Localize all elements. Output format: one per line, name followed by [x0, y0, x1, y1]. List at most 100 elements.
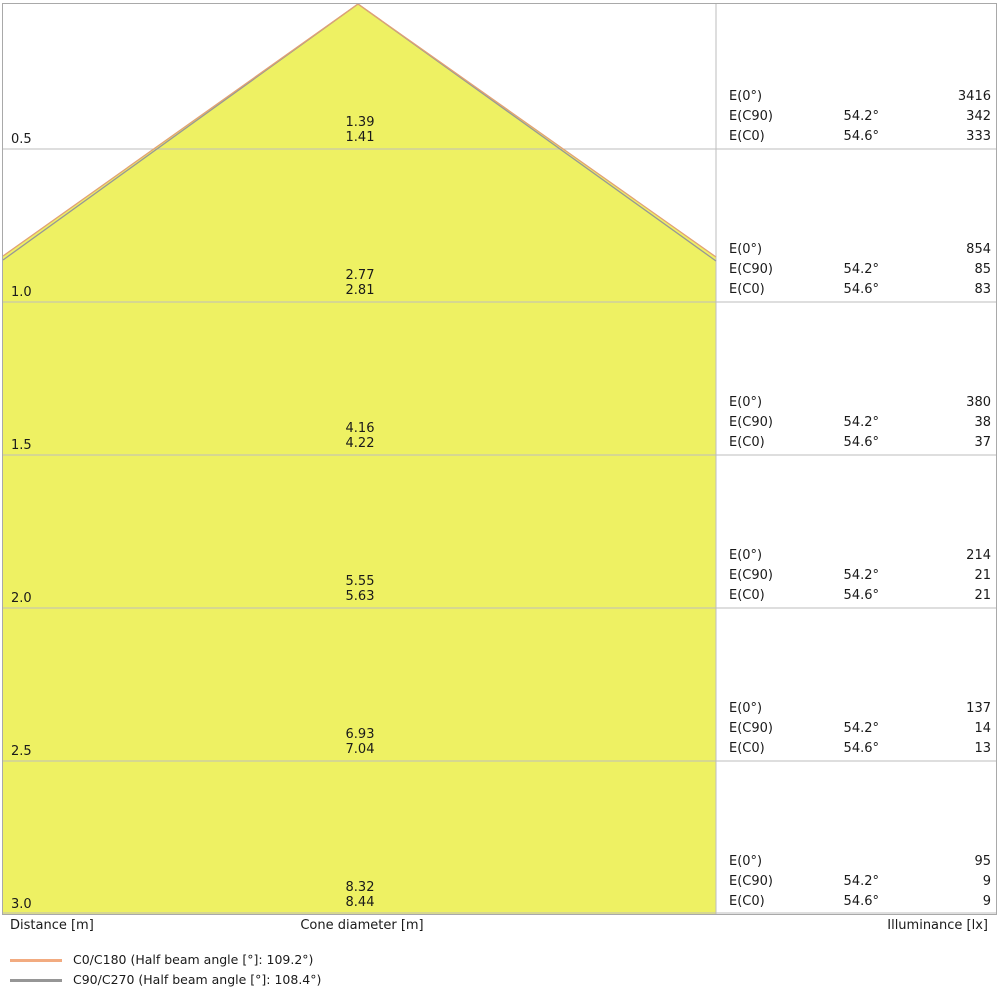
cone-diameter-values: 5.55 5.63 [315, 574, 405, 604]
ec0-label: E(C0) [729, 129, 765, 144]
e0-value: 214 [966, 548, 991, 563]
cone-diameter-c90: 6.93 [345, 727, 375, 742]
ec90-value: 14 [974, 721, 991, 736]
ec0-angle: 54.6° [843, 282, 879, 297]
e0-value: 95 [974, 854, 991, 869]
illuminance-block: E(0°) 854 E(C90) 54.2° 85 E(C0) 54.6° 83 [729, 240, 991, 300]
ec0-label: E(C0) [729, 894, 765, 909]
ec90-value: 38 [974, 415, 991, 430]
x-axis-title-distance: Distance [m] [10, 918, 94, 933]
e0-label: E(0°) [729, 395, 763, 410]
c0-beam-line [3, 4, 717, 258]
distance-label: 1.5 [11, 438, 32, 453]
ec0-line: E(C0) 54.6° 13 [729, 739, 991, 759]
e0-line: E(0°) 3416 [729, 87, 991, 107]
cone-diameter-values: 4.16 4.22 [315, 421, 405, 451]
cone-diameter-c90: 1.39 [345, 115, 375, 130]
distance-label: 1.0 [11, 285, 32, 300]
distance-label: 2.0 [11, 591, 32, 606]
ec0-angle: 54.6° [843, 435, 879, 450]
illuminance-block: E(0°) 137 E(C90) 54.2° 14 E(C0) 54.6° 13 [729, 699, 991, 759]
ec90-angle: 54.2° [843, 874, 879, 889]
ec90-label: E(C90) [729, 568, 773, 583]
cone-diameter-values: 1.39 1.41 [315, 115, 405, 145]
c0-line-swatch-icon [10, 958, 62, 962]
cone-diameter-c0: 7.04 [345, 742, 375, 757]
ec0-line: E(C0) 54.6° 21 [729, 586, 991, 606]
ec90-label: E(C90) [729, 721, 773, 736]
legend-label: C0/C180 (Half beam angle [°]: 109.2°) [73, 952, 314, 967]
ec0-angle: 54.6° [843, 894, 879, 909]
ec0-line: E(C0) 54.6° 333 [729, 127, 991, 147]
axis-title-illuminance: Illuminance [lx] [887, 918, 988, 933]
cone-diameter-c0: 4.22 [345, 436, 375, 451]
e0-line: E(0°) 137 [729, 699, 991, 719]
cone-diameter-c90: 2.77 [345, 268, 375, 283]
ec0-value: 21 [974, 588, 991, 603]
ec90-angle: 54.2° [843, 721, 879, 736]
distance-label: 0.5 [11, 132, 32, 147]
ec90-value: 9 [982, 874, 991, 889]
ec0-value: 83 [974, 282, 991, 297]
ec90-angle: 54.2° [843, 568, 879, 583]
axis-title-cone-diameter: Cone diameter [m] [300, 918, 424, 933]
cone-diameter-values: 2.77 2.81 [315, 268, 405, 298]
cone-diameter-c0: 8.44 [345, 895, 375, 910]
ec90-line: E(C90) 54.2° 38 [729, 413, 991, 433]
ec90-line: E(C90) 54.2° 21 [729, 566, 991, 586]
ec90-value: 342 [966, 109, 991, 124]
ec90-angle: 54.2° [843, 109, 879, 124]
e0-value: 3416 [957, 89, 991, 104]
ec0-line: E(C0) 54.6° 83 [729, 280, 991, 300]
ec90-angle: 54.2° [843, 415, 879, 430]
ec0-line: E(C0) 54.6° 9 [729, 892, 991, 912]
illuminance-block: E(0°) 214 E(C90) 54.2° 21 E(C0) 54.6° 21 [729, 546, 991, 606]
ec90-line: E(C90) 54.2° 14 [729, 719, 991, 739]
cone-diameter-c0: 2.81 [345, 283, 375, 298]
ec0-value: 37 [974, 435, 991, 450]
chart-area: 0.5 1.39 1.41 E(0°) 3416 E(C90) 54.2° 342 E… [2, 3, 997, 915]
e0-line: E(0°) 854 [729, 240, 991, 260]
legend-item-c90-c270: C90/C270 (Half beam angle [°]: 108.4°) [10, 971, 321, 989]
legend-item-c0-c180: C0/C180 (Half beam angle [°]: 109.2°) [10, 951, 313, 969]
e0-label: E(0°) [729, 854, 763, 869]
e0-value: 137 [966, 701, 991, 716]
ec0-line: E(C0) 54.6° 37 [729, 433, 991, 453]
ec90-line: E(C90) 54.2° 342 [729, 107, 991, 127]
e0-value: 380 [966, 395, 991, 410]
e0-label: E(0°) [729, 548, 763, 563]
cone-diameter-c0: 5.63 [345, 589, 375, 604]
e0-line: E(0°) 214 [729, 546, 991, 566]
cone-diameter-values: 6.93 7.04 [315, 727, 405, 757]
light-cone-chart [3, 4, 996, 914]
cone-diameter-c0: 1.41 [345, 130, 375, 145]
cone-diameter-c90: 8.32 [345, 880, 375, 895]
e0-label: E(0°) [729, 701, 763, 716]
c90-line-swatch-icon [10, 978, 62, 982]
cone-fill [3, 4, 716, 914]
distance-label: 3.0 [11, 897, 32, 912]
e0-line: E(0°) 380 [729, 393, 991, 413]
cone-diameter-values: 8.32 8.44 [315, 880, 405, 910]
ec0-angle: 54.6° [843, 588, 879, 603]
ec0-label: E(C0) [729, 282, 765, 297]
distance-label: 2.5 [11, 744, 32, 759]
ec0-angle: 54.6° [843, 129, 879, 144]
ec90-label: E(C90) [729, 874, 773, 889]
ec0-value: 13 [974, 741, 991, 756]
ec90-label: E(C90) [729, 109, 773, 124]
illuminance-block: E(0°) 3416 E(C90) 54.2° 342 E(C0) 54.6° 333 [729, 87, 991, 147]
ec0-angle: 54.6° [843, 741, 879, 756]
cone-diameter-c90: 4.16 [345, 421, 375, 436]
ec90-angle: 54.2° [843, 262, 879, 277]
ec0-value: 9 [982, 894, 991, 909]
ec0-label: E(C0) [729, 588, 765, 603]
ec90-value: 85 [974, 262, 991, 277]
e0-value: 854 [966, 242, 991, 257]
legend-label: C90/C270 (Half beam angle [°]: 108.4°) [73, 972, 322, 987]
ec0-label: E(C0) [729, 741, 765, 756]
illuminance-block: E(0°) 95 E(C90) 54.2° 9 E(C0) 54.6° 9 [729, 852, 991, 912]
e0-label: E(0°) [729, 242, 763, 257]
ec0-value: 333 [966, 129, 991, 144]
